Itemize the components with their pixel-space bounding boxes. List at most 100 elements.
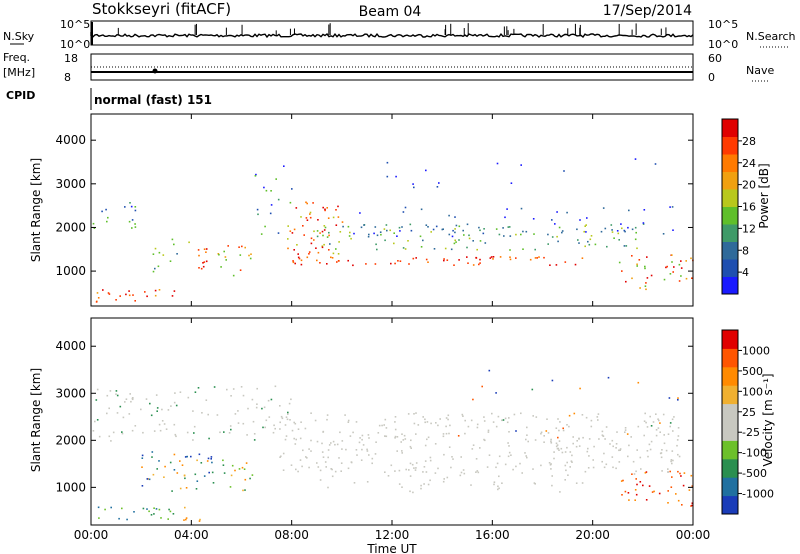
echo-cell xyxy=(423,466,426,468)
echo-cell xyxy=(361,448,363,451)
echo-cell xyxy=(497,415,500,418)
echo-cell xyxy=(609,443,611,445)
echo-cell xyxy=(529,258,532,261)
echo-cell xyxy=(501,419,503,422)
echo-cell xyxy=(618,261,621,264)
echo-cell xyxy=(622,479,624,482)
echo-cell xyxy=(619,448,622,450)
echo-cell xyxy=(183,474,186,477)
echo-cell xyxy=(308,251,311,253)
echo-cell xyxy=(510,182,513,184)
echo-cell xyxy=(616,230,619,232)
echo-cell xyxy=(323,229,326,231)
echo-cell xyxy=(219,431,221,434)
echo-cell xyxy=(124,206,126,208)
echo-cell xyxy=(377,432,380,434)
echo-cell xyxy=(232,388,235,390)
echo-cell xyxy=(422,239,424,242)
velocity-frame xyxy=(90,317,694,526)
echo-cell xyxy=(454,239,456,242)
freq-left-tick-top: 18 xyxy=(64,52,78,65)
echo-cell xyxy=(316,259,318,262)
echo-cell xyxy=(426,438,428,441)
echo-cell xyxy=(624,429,627,431)
echo-cell xyxy=(585,224,587,226)
echo-cell xyxy=(327,449,330,451)
colorbar-tick-label: 24 xyxy=(742,157,756,170)
echo-cell xyxy=(593,445,595,448)
echo-cell xyxy=(603,466,606,469)
echo-cell xyxy=(355,421,358,423)
colorbar-segment xyxy=(722,366,738,386)
echo-cell xyxy=(293,421,295,424)
echo-cell xyxy=(156,410,158,412)
echo-cell xyxy=(540,432,542,435)
echo-cell xyxy=(158,251,161,254)
echo-cell xyxy=(393,232,395,234)
echo-cell xyxy=(585,416,588,419)
x-tick-label: 00:00 xyxy=(676,528,711,542)
echo-cell xyxy=(158,423,161,426)
echo-cell xyxy=(534,248,536,251)
echo-cell xyxy=(358,441,361,444)
echo-cell xyxy=(650,425,653,427)
echo-cell xyxy=(225,259,227,261)
echo-cell xyxy=(309,216,312,219)
echo-cell xyxy=(453,242,456,245)
echo-cell xyxy=(555,427,558,429)
echo-cell xyxy=(666,265,668,268)
echo-cell xyxy=(185,518,187,521)
echo-cell xyxy=(606,245,608,248)
echo-cell xyxy=(634,226,637,229)
echo-cell xyxy=(197,249,200,251)
echo-cell xyxy=(279,405,281,407)
colorbar-tick-label: -25 xyxy=(742,426,760,439)
echo-cell xyxy=(337,205,339,208)
echo-cell xyxy=(639,456,642,459)
echo-cell xyxy=(483,228,485,230)
echo-cell xyxy=(270,398,273,401)
echo-cell xyxy=(315,247,317,249)
echo-cell xyxy=(326,236,329,238)
echo-cell xyxy=(122,416,125,419)
echo-cell xyxy=(685,260,687,262)
echo-cell xyxy=(109,390,112,392)
echo-cell xyxy=(576,228,578,231)
echo-cell xyxy=(367,434,370,436)
echo-cell xyxy=(613,237,615,239)
echo-cell xyxy=(198,267,200,269)
echo-cell xyxy=(253,433,256,435)
echo-cell xyxy=(647,455,649,458)
echo-cell xyxy=(394,470,396,472)
echo-cell xyxy=(368,437,370,439)
echo-cell xyxy=(472,240,474,242)
echo-cell xyxy=(620,480,623,482)
echo-cell xyxy=(458,239,460,241)
echo-cell xyxy=(513,413,516,416)
echo-cell xyxy=(279,428,281,430)
colorbar-tick-label: 4 xyxy=(742,266,749,279)
echo-cell xyxy=(645,282,647,284)
echo-cell xyxy=(156,468,158,470)
echo-cell xyxy=(359,212,361,214)
echo-cell xyxy=(488,369,491,372)
echo-cell xyxy=(660,452,663,454)
echo-cell xyxy=(586,450,589,453)
echo-cell xyxy=(691,277,693,279)
echo-cell xyxy=(553,451,555,453)
echo-cell xyxy=(287,247,289,250)
power-y-ticks: 1000 2000 3000 4000 xyxy=(55,133,693,278)
echo-cell xyxy=(410,447,412,449)
echo-cell xyxy=(385,427,388,429)
echo-cell xyxy=(448,446,451,448)
echo-cell xyxy=(257,213,259,216)
echo-cell xyxy=(176,253,178,255)
echo-cell xyxy=(526,456,528,459)
echo-cell xyxy=(153,507,155,509)
echo-cell xyxy=(96,292,99,294)
colorbar-segment xyxy=(722,119,738,137)
echo-cell xyxy=(508,431,510,433)
echo-cell xyxy=(262,426,264,429)
echo-cell xyxy=(140,408,142,411)
echo-cell xyxy=(607,376,610,379)
